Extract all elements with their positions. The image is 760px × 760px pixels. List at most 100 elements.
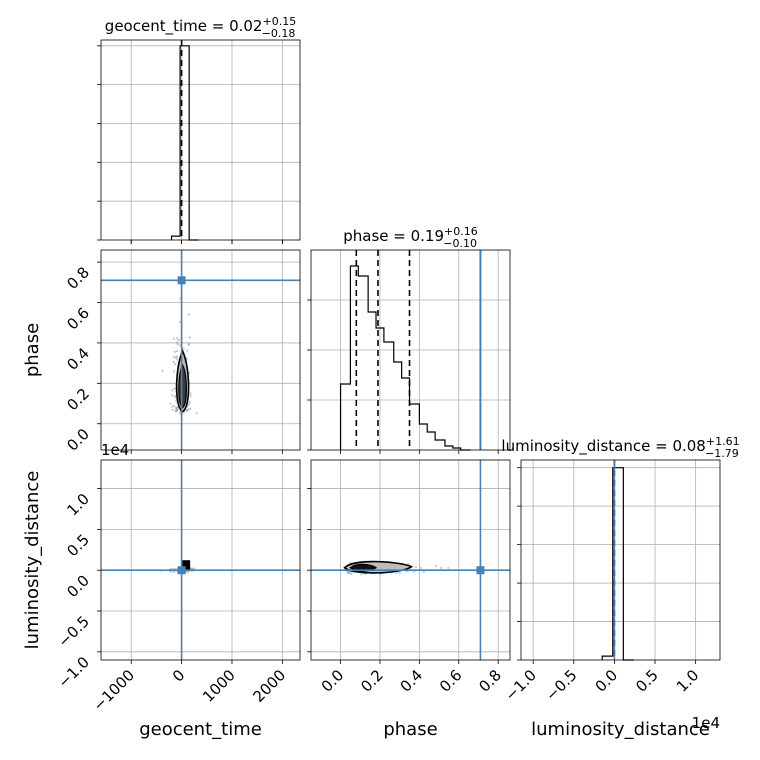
lumdist-ylabel: luminosity_distance <box>22 471 43 650</box>
phase-geocent-scatter-point <box>176 337 179 340</box>
lumdist-geocent-ytick-label-2: 0.0 <box>63 571 93 601</box>
lumdist-phase-scatter-point <box>414 565 418 569</box>
lumdist-hist-xtick-label-4: 1.0 <box>673 666 703 696</box>
phase-geocent-scatter-point <box>161 369 164 372</box>
phase-geocent-scatter-point <box>170 405 174 408</box>
phase-geocent-ytick-label-0: 0.0 <box>63 425 93 455</box>
lumdist-geocent-ytick-label-1: −0.5 <box>55 612 93 650</box>
geocent-xlabel: geocent_time <box>139 719 262 740</box>
phase-geocent-scatter-point <box>169 402 172 405</box>
lumdist-phase-scatter-point <box>350 572 353 576</box>
phase-geocent-scatter-point <box>188 407 192 411</box>
phase-geocent-ytick-label-2: 0.4 <box>63 344 93 374</box>
lumdist-phase-xtick-label-1: 0.2 <box>357 666 387 696</box>
phase-hist-title-text: phase = 0.19+0.16 −0.10 <box>343 225 478 250</box>
lumdist-phase-scatter-point <box>419 566 422 569</box>
phase-geocent-scatter-point <box>175 355 179 358</box>
phase-geocent-scatter-point <box>188 336 192 339</box>
lumdist-hist-title: luminosity_distance = 0.08+1.61 −1.79 <box>501 435 739 460</box>
geocent-hist-title-text: geocent_time = 0.02+0.15 −0.18 <box>105 15 296 40</box>
lumdist-phase-scatter-point <box>398 572 401 575</box>
phase-geocent-scatter-point <box>188 400 191 403</box>
lumdist-hist-xtick-label-0: −1.0 <box>502 666 540 704</box>
lumdist-geocent-ytick-label-3: 0.5 <box>63 531 93 561</box>
geocent-hist-histogram-step <box>170 45 199 241</box>
lumdist-hist-xtick-label-2: 0.0 <box>592 666 622 696</box>
phase-geocent-scatter-point <box>172 355 176 359</box>
lumdist-geocent-scatter-point <box>192 567 196 570</box>
lumdist-hist-title-text: luminosity_distance = 0.08+1.61 −1.79 <box>501 435 739 460</box>
phase-geocent-scatter-point <box>174 394 177 398</box>
phase-geocent-scatter-point <box>178 321 182 324</box>
lumdist-phase-scatter-point <box>422 570 425 574</box>
phase-geocent-scatter-point <box>171 389 174 392</box>
lumdist-hist-xtick-label-3: 0.5 <box>632 666 662 696</box>
phase-geocent-ytick-label-1: 0.2 <box>63 385 93 415</box>
phase-geocent-scatter-point <box>195 412 198 415</box>
lumdist-geocent-xtick-label-2: 1000 <box>199 666 239 706</box>
lumdist-geocent-contour <box>182 560 191 571</box>
lumdist-phase-frame <box>310 459 511 661</box>
phase-geocent-scatter-point <box>176 343 179 346</box>
lumdist-phase-truth-marker <box>476 566 485 575</box>
lumdist-hist-histogram-step <box>601 467 634 661</box>
phase-geocent-scatter-point <box>171 408 175 411</box>
phase-geocent-scatter-point <box>177 338 181 342</box>
phase-geocent-scatter-point <box>175 408 179 412</box>
lumdist-geocent-ytick-label-4: 1.0 <box>63 490 93 520</box>
lumdist-geocent-ytick-label-0: −1.0 <box>55 653 93 691</box>
lumdist-hist-frame <box>520 459 721 661</box>
geocent-hist-frame <box>100 39 301 241</box>
phase-geocent-scatter-point <box>172 337 176 340</box>
lumdist-geocent-xtick-label-3: 2000 <box>249 666 289 706</box>
lumdist-phase-scatter-point <box>434 565 438 568</box>
phase-geocent-scatter-point <box>189 394 192 398</box>
phase-ylabel: phase <box>22 323 43 377</box>
phase-geocent-scatter-point <box>173 362 177 366</box>
phase-geocent-scatter-point <box>185 409 189 413</box>
phase-geocent-scatter-point <box>187 342 191 346</box>
phase-hist-title: phase = 0.19+0.16 −0.10 <box>343 225 478 250</box>
phase-geocent-scatter-point <box>182 347 185 350</box>
phase-geocent-scatter-point <box>187 313 190 316</box>
phase-geocent-scatter-point <box>175 358 179 361</box>
lumdist-phase-xtick-label-4: 0.8 <box>475 666 505 696</box>
lumdist-geocent-truth-marker <box>177 566 186 575</box>
lumdist-hist-xtick-label-1: −0.5 <box>542 666 580 704</box>
lumdist-hist-x-offset: 1e4 <box>692 714 720 732</box>
phase-geocent-ytick-label-4: 0.8 <box>63 263 93 293</box>
lumdist-y-offset: 1e4 <box>101 441 129 459</box>
lumdist-geocent-frame <box>100 459 301 661</box>
phase-geocent-contour-inner <box>178 363 187 409</box>
phase-geocent-scatter-point <box>188 392 192 395</box>
phase-xlabel: phase <box>383 719 437 740</box>
lumdist-geocent-xtick-label-0: −1000 <box>89 666 138 715</box>
geocent-hist-title: geocent_time = 0.02+0.15 −0.18 <box>105 15 296 40</box>
lumdist-phase-scatter-point <box>447 566 450 569</box>
lumdist-phase-scatter-point <box>360 573 363 576</box>
phase-geocent-ytick-label-3: 0.6 <box>63 304 93 334</box>
phase-geocent-scatter-point <box>187 402 191 405</box>
phase-geocent-scatter-point <box>172 370 176 373</box>
phase-geocent-scatter-point <box>170 394 174 397</box>
lumdist-geocent-scatter-point <box>186 570 189 574</box>
lumdist-phase-scatter-point <box>348 571 351 575</box>
phase-geocent-truth-marker <box>177 276 186 285</box>
lumdist-phase-xtick-label-3: 0.6 <box>436 666 466 696</box>
phase-geocent-frame <box>100 249 301 451</box>
phase-geocent-scatter-point <box>173 387 176 390</box>
lumdist-phase-xtick-label-2: 0.4 <box>397 666 427 696</box>
phase-geocent-scatter-point <box>173 350 177 354</box>
phase-geocent-scatter-point <box>175 406 178 410</box>
phase-geocent-scatter-point <box>175 341 179 344</box>
phase-geocent-scatter-point <box>175 349 179 353</box>
lumdist-phase-xtick-label-0: 0.0 <box>318 666 348 696</box>
phase-geocent-scatter-point <box>172 360 175 364</box>
lumdist-phase-scatter-point <box>440 566 443 570</box>
phase-geocent-scatter-point <box>185 349 189 352</box>
lumdist-hist-xlabel: luminosity_distance <box>531 719 710 740</box>
lumdist-geocent-xtick-label-1: 0 <box>169 666 188 685</box>
phase-geocent-scatter-point <box>172 404 176 407</box>
phase-hist-histogram-step <box>339 265 471 451</box>
